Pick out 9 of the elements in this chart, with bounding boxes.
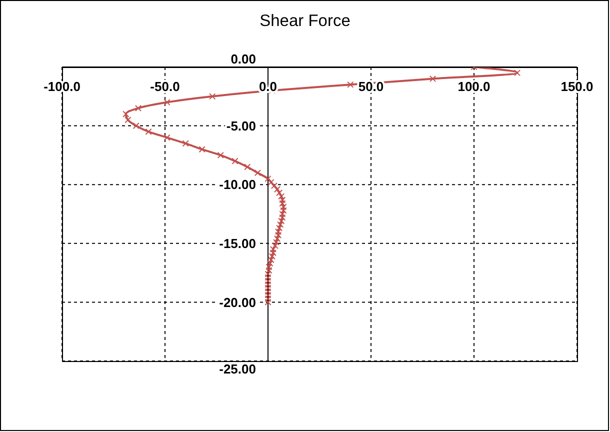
y-tick-label: -10.00 <box>219 177 256 192</box>
y-tick-label: -20.00 <box>219 294 256 310</box>
y-tick-label: 0.00 <box>230 52 256 67</box>
y-tick-label: -5.00 <box>226 118 256 134</box>
y-tick-label: -25.00 <box>219 362 256 377</box>
x-tick-label: -50.0 <box>150 79 180 94</box>
chart-title: Shear Force <box>258 11 352 32</box>
y-tick-label: -15.00 <box>219 236 256 251</box>
x-tick-label: 100.0 <box>458 79 490 94</box>
